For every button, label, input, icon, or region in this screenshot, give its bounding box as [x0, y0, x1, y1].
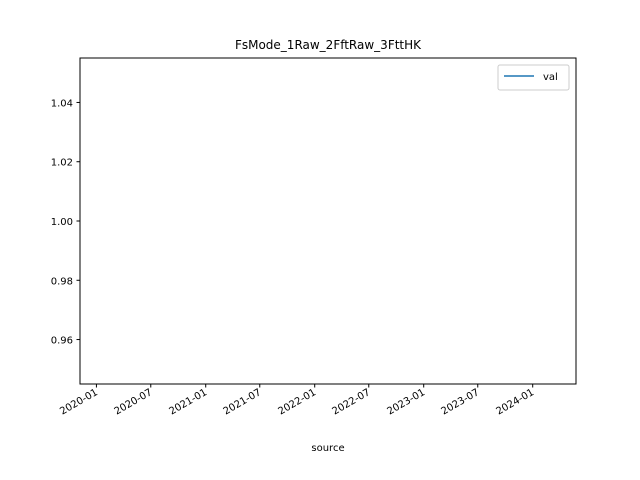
y-tick-label: 0.96 — [51, 336, 73, 347]
y-tick-label: 0.98 — [51, 276, 73, 287]
x-tick-label: 2021-07 — [222, 387, 264, 417]
x-tick-label: 2022-01 — [277, 387, 319, 417]
y-tick-label: 1.04 — [51, 98, 73, 109]
x-tick-label: 2021-01 — [168, 387, 210, 417]
x-tick-label: 2023-01 — [386, 387, 428, 417]
legend-label-val: val — [543, 72, 558, 83]
plot-frame — [79, 57, 577, 385]
y-tick-label: 1.00 — [51, 217, 73, 228]
x-tick-label: 2020-01 — [58, 387, 100, 417]
x-tick-label: 2023-07 — [440, 387, 482, 417]
y-tick-label: 1.02 — [51, 158, 73, 169]
x-axis: 2020-01 2020-07 2021-01 2021-07 2022-01 2022-… — [58, 384, 536, 417]
legend: val — [497, 64, 570, 91]
x-axis-title: source — [311, 443, 344, 454]
chart-title: FsMode_1Raw_2FftRaw_3FttHK — [235, 38, 422, 52]
x-tick-label: 2024-01 — [495, 387, 537, 417]
x-tick-label: 2020-07 — [113, 387, 155, 417]
y-axis: 0.96 0.98 1.00 1.02 1.04 — [51, 98, 80, 347]
x-tick-label: 2022-07 — [331, 387, 373, 417]
legend-box — [497, 64, 570, 91]
